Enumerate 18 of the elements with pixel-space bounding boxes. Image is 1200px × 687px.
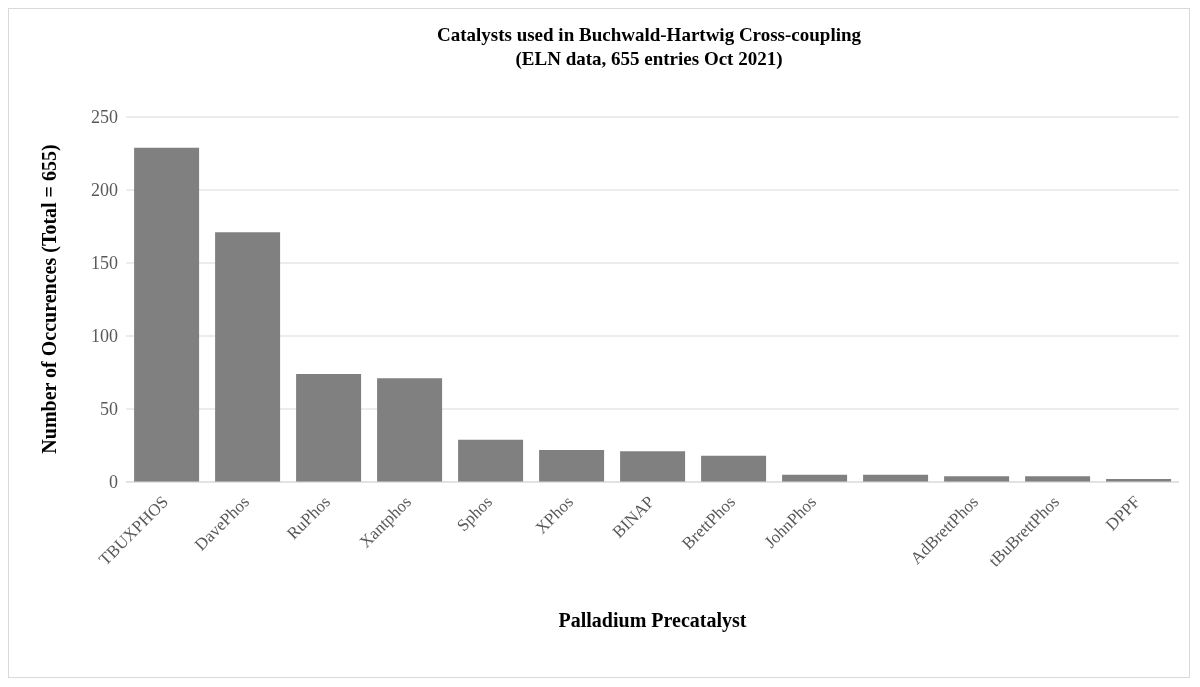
- bar: [296, 373, 362, 482]
- y-tick-label: 50: [100, 399, 118, 420]
- bar: [134, 147, 200, 482]
- bar: [215, 232, 281, 482]
- y-tick-label: 200: [91, 180, 118, 201]
- chart-subtitle: (ELN data, 655 entries Oct 2021): [514, 47, 784, 71]
- y-tick-label: 100: [91, 326, 118, 347]
- y-tick-label: 250: [91, 107, 118, 128]
- bar: [620, 451, 686, 482]
- bar: [539, 449, 605, 482]
- y-tick-label: 0: [109, 472, 118, 493]
- bar: [701, 455, 767, 482]
- chart-title: Catalysts used in Buchwald-Hartwig Cross-coupling: [435, 23, 862, 47]
- x-axis-title: Palladium Precatalyst: [557, 609, 748, 632]
- y-axis-title: Number of Occurences (Total = 655): [37, 144, 61, 454]
- bar: [458, 439, 524, 482]
- y-tick-label: 150: [91, 253, 118, 274]
- bar: [377, 378, 443, 482]
